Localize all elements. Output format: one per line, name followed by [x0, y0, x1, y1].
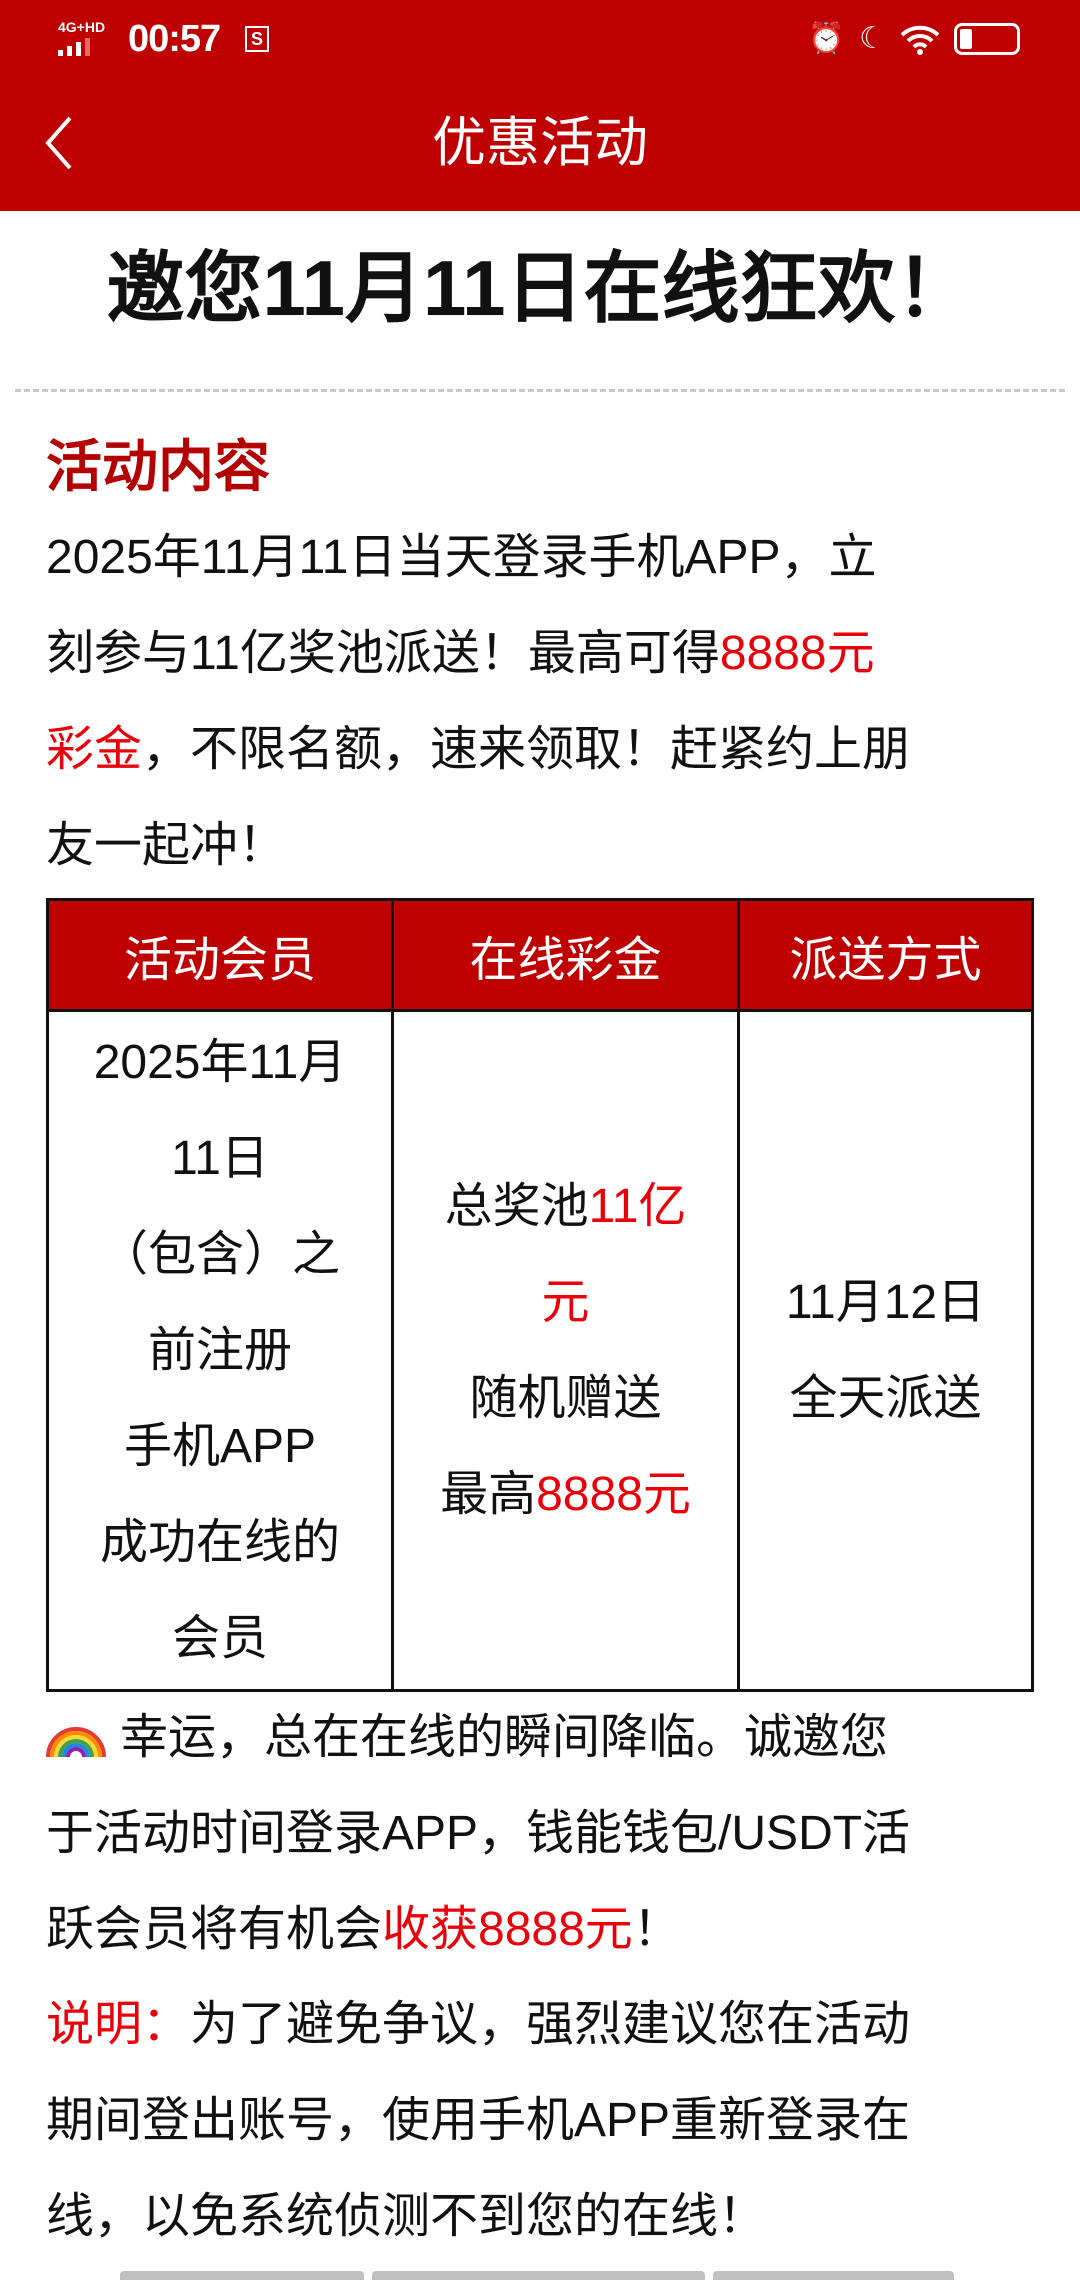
delivery-cell: 11月12日 全天派送: [737, 1009, 1034, 1692]
page-title: 优惠活动: [432, 113, 648, 173]
highlight-text: 11亿: [588, 1179, 687, 1233]
chevron-left-icon[interactable]: [40, 113, 80, 173]
text-line: 幸运，总在在线的瞬间降临。诚邀您: [46, 1690, 910, 1786]
cell-line: 11日: [171, 1131, 269, 1185]
text: ，不限名额，速来领取！赶紧约上朋: [142, 723, 911, 776]
text: 友一起冲！: [46, 819, 287, 872]
highlight-text: 8888元: [536, 1467, 691, 1521]
s-app-icon: S: [245, 26, 269, 52]
cell-line: 前注册: [147, 1323, 292, 1377]
table-header: 派送方式: [737, 898, 1034, 1012]
next-table-edge: [120, 2271, 364, 2280]
cell-line: 11月12日: [785, 1275, 986, 1329]
cell-line: （包含）之: [99, 1227, 340, 1281]
table-header: 活动会员: [46, 898, 394, 1012]
text-line: 彩金，不限名额，速来领取！赶紧约上朋: [46, 702, 910, 798]
app-header: 优惠活动: [0, 75, 1080, 211]
signal-icon: [58, 38, 98, 56]
cell-line: 全天派送: [789, 1371, 982, 1425]
text: 随机赠送: [469, 1371, 662, 1425]
text: 最高: [440, 1467, 537, 1521]
activity-table: 活动会员 在线彩金 派送方式 2025年11月 11日 （包含）之前注册手机APP 成…: [46, 898, 1034, 1692]
text-line: 2025年11月11日当天登录手机APP，立: [46, 510, 910, 606]
section-body: 2025年11月11日当天登录手机APP，立 刻参与11亿奖池派送！最高可得888…: [46, 510, 910, 894]
rainbow-icon: [46, 1727, 106, 1758]
text: 线，以免系统侦测不到您的在线！: [46, 2190, 767, 2243]
cell-line: 手机APP: [123, 1419, 317, 1473]
text-line: 随机赠送: [404, 1351, 727, 1447]
moon-icon: ☾: [859, 22, 886, 55]
highlight-text: 8888元: [719, 627, 875, 680]
text-line: 总奖池11亿: [404, 1159, 727, 1255]
next-table-edge: [713, 2271, 954, 2280]
cell-line: 会员: [171, 1611, 268, 1665]
text: 为了避免争议，强烈建议您在活动: [190, 1998, 911, 2051]
table-header: 在线彩金: [391, 898, 740, 1012]
network-type: 4G+HD: [58, 19, 106, 35]
text: 总奖池: [444, 1179, 589, 1233]
alarm-icon: ⏰: [807, 22, 846, 55]
text: ！: [632, 1903, 681, 1956]
member-cell: 2025年11月 11日 （包含）之前注册手机APP 成功在线的会员: [46, 1009, 394, 1692]
text-line: 线，以免系统侦测不到您的在线！: [46, 2169, 910, 2265]
highlight-text: 收获8888元: [382, 1903, 633, 1956]
table-row: 2025年11月 11日 （包含）之前注册手机APP 成功在线的会员 总奖池11亿元随…: [46, 1009, 1034, 1692]
text-line: 于活动时间登录APP，钱能钱包/USDT活: [46, 1786, 910, 1882]
text-line: 期间登出账号，使用手机APP重新登录在: [46, 2073, 910, 2169]
headline: 邀您11月11日在线狂欢！: [106, 244, 974, 332]
text-line: 最高8888元: [404, 1447, 727, 1543]
text-line: 说明：为了避免争议，强烈建议您在活动: [46, 1977, 910, 2073]
highlight-text: 说明：: [46, 1998, 191, 2051]
wifi-icon: [900, 25, 940, 55]
text-line: 友一起冲！: [46, 798, 910, 894]
text: 刻参与11亿奖池派送！最高可得: [46, 627, 720, 680]
next-table-edge: [372, 2271, 705, 2280]
table-header-row: 活动会员 在线彩金 派送方式: [46, 898, 1034, 1012]
section-title: 活动内容: [46, 435, 270, 498]
text: 期间登出账号，使用手机APP重新登录在: [46, 2094, 911, 2147]
divider: [15, 389, 1065, 392]
note-body: 幸运，总在在线的瞬间降临。诚邀您 于活动时间登录APP，钱能钱包/USDT活 跃会员…: [46, 1690, 910, 1978]
highlight-text: 元: [541, 1275, 590, 1329]
text-line: 跃会员将有机会收获8888元！: [46, 1882, 910, 1978]
status-bar: 4G+HD 00:57 S ⏰ ☾: [0, 0, 1080, 75]
text: 跃会员将有机会: [46, 1903, 383, 1956]
text-line: 元: [404, 1255, 727, 1351]
text: 于活动时间登录APP，钱能钱包/USDT活: [46, 1807, 911, 1860]
cell-line: 2025年11月: [93, 1035, 347, 1089]
text: 幸运，总在在线的瞬间降临。诚邀您: [120, 1711, 889, 1764]
disclaimer-body: 说明：为了避免争议，强烈建议您在活动期间登出账号，使用手机APP重新登录在 线，以…: [46, 1977, 910, 2265]
highlight-text: 彩金: [46, 723, 143, 776]
clock: 00:57: [128, 18, 221, 60]
text: 2025年11月11日当天登录手机APP，立: [46, 531, 877, 584]
battery-icon: [954, 23, 1020, 55]
text-line: 刻参与11亿奖池派送！最高可得8888元: [46, 606, 910, 702]
bonus-cell: 总奖池11亿元随机赠送最高8888元: [391, 1009, 740, 1692]
cell-line: 成功在线的: [99, 1515, 340, 1569]
